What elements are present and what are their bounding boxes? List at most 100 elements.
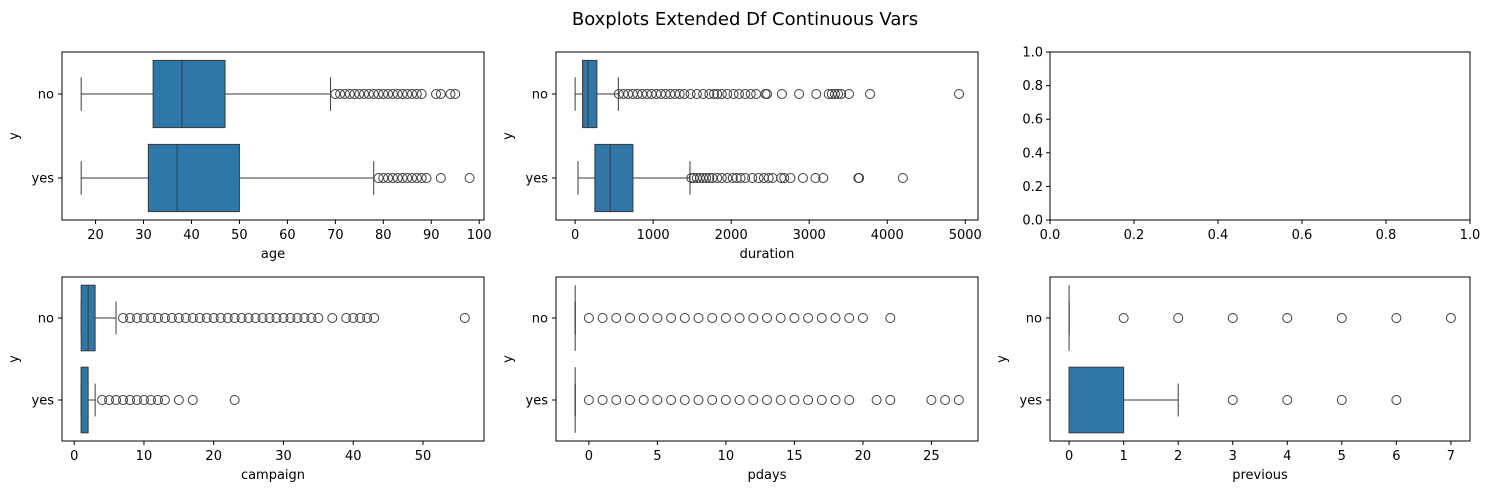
outlier-point [250, 313, 261, 323]
outlier-point [583, 395, 594, 405]
outlier-point [363, 89, 374, 99]
outlier-point [421, 173, 432, 183]
y-tick-label: 0.2 [1022, 180, 1043, 195]
x-tick-label: 20 [87, 228, 104, 243]
outlier-point [853, 173, 864, 183]
outlier-point [138, 395, 149, 405]
outlier-point [118, 313, 129, 323]
outlier-point [775, 313, 786, 323]
outlier-point [763, 173, 774, 183]
outlier-point [953, 395, 964, 405]
x-axis-label: campaign [241, 468, 305, 483]
outlier-point [638, 395, 649, 405]
outlier-point [727, 173, 738, 183]
outlier-point [1391, 395, 1402, 405]
subplot-5: no yes 0 5 10 15 20 25 pdays y [501, 276, 979, 483]
outlier-point [257, 313, 268, 323]
outlier-point [378, 89, 389, 99]
y-tick-label: yes [526, 172, 549, 187]
y-tick-label: no [38, 88, 54, 103]
y-tick-label: yes [32, 172, 55, 187]
outlier-point [701, 173, 712, 183]
outlier-point [854, 173, 865, 183]
outlier-point [397, 89, 408, 99]
outlier-point [740, 89, 751, 99]
x-tick-label: 25 [923, 449, 940, 464]
outlier-point [693, 313, 704, 323]
outlier-point [392, 89, 403, 99]
outlier-point [373, 89, 384, 99]
outlier-point [722, 173, 733, 183]
outlier-point [816, 313, 827, 323]
outlier-point [407, 173, 418, 183]
subplot-4: no yes 0 10 20 30 40 50 campaign y [7, 276, 485, 483]
outlier-point [368, 89, 379, 99]
outlier-point [1227, 395, 1238, 405]
outlier-point [803, 395, 814, 405]
x-tick-label: 50 [231, 228, 248, 243]
outlier-point [373, 173, 384, 183]
outlier-point [229, 395, 240, 405]
outlier-point [411, 89, 422, 99]
outlier-point [416, 173, 427, 183]
outlier-point [830, 395, 841, 405]
outlier-point [118, 395, 129, 405]
outlier-point [152, 395, 163, 405]
outlier-point [652, 313, 663, 323]
outlier-point [871, 395, 882, 405]
outlier-point [712, 173, 723, 183]
y-tick-label: 0.4 [1022, 146, 1043, 161]
x-tick-label: 2000 [715, 228, 748, 243]
outlier-point [652, 395, 663, 405]
outlier-point [638, 313, 649, 323]
outlier-point [313, 313, 324, 323]
x-tick-label: 0.6 [1292, 228, 1313, 243]
outlier-point [208, 313, 219, 323]
outlier-point [435, 173, 446, 183]
outlier-point [720, 395, 731, 405]
outlier-point [597, 395, 608, 405]
outlier-point [459, 313, 470, 323]
outlier-point [735, 173, 746, 183]
outlier-point [271, 313, 282, 323]
outlier-point [810, 173, 821, 183]
x-tick-label: 0.4 [1208, 228, 1229, 243]
outlier-point [748, 395, 759, 405]
outlier-point [679, 395, 690, 405]
outlier-point [464, 173, 475, 183]
y-tick-label: 0.0 [1022, 214, 1043, 229]
outlier-point [1391, 313, 1402, 323]
x-tick-label: 100 [467, 228, 492, 243]
outlier-point [1118, 313, 1129, 323]
outlier-point [885, 313, 896, 323]
x-tick-label: 50 [415, 449, 432, 464]
x-tick-label: 0 [1065, 449, 1073, 464]
axes-frame [1049, 51, 1471, 221]
x-axis-label: age [261, 247, 285, 262]
y-tick-label: yes [1020, 394, 1043, 409]
outlier-point [330, 89, 341, 99]
outlier-point [753, 173, 764, 183]
outlier-point [712, 89, 723, 99]
outlier-point [836, 89, 847, 99]
outlier-point [785, 173, 796, 183]
outlier-point [166, 313, 177, 323]
y-tick-label: yes [32, 394, 55, 409]
outlier-point [897, 173, 908, 183]
outlier-point [833, 89, 844, 99]
outlier-point [299, 313, 310, 323]
outlier-point [747, 173, 758, 183]
outlier-point [789, 313, 800, 323]
outlier-point [292, 313, 303, 323]
y-axis-label: y [501, 355, 516, 363]
outlier-point [775, 395, 786, 405]
outlier-point [698, 89, 709, 99]
x-tick-label: 60 [279, 228, 296, 243]
x-tick-label: 0.0 [1040, 228, 1061, 243]
outlier-point [624, 313, 635, 323]
y-axis-label: y [7, 132, 22, 140]
x-tick-label: 30 [135, 228, 152, 243]
outlier-point [745, 89, 756, 99]
outlier-point [236, 313, 247, 323]
